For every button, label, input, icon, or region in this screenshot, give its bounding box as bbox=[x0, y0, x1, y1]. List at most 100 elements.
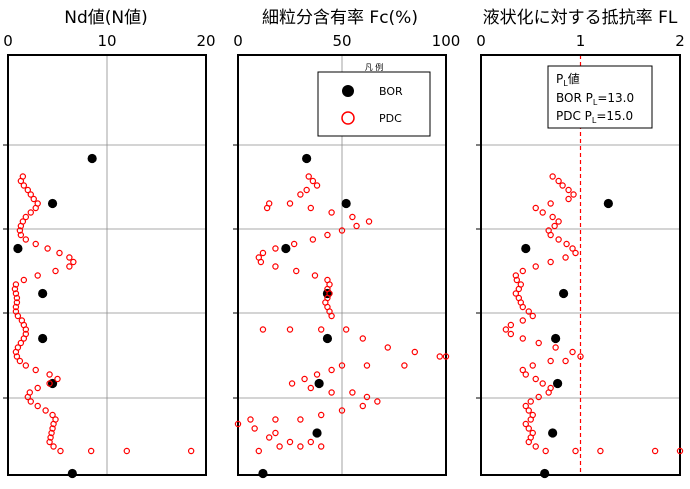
point-bor bbox=[281, 243, 291, 254]
point-bor bbox=[322, 333, 333, 344]
point-pdc bbox=[318, 326, 325, 333]
point-pdc bbox=[44, 245, 51, 252]
point-pdc bbox=[338, 227, 346, 234]
point-pdc bbox=[535, 339, 542, 347]
point-pdc bbox=[309, 236, 317, 243]
point-pdc bbox=[552, 344, 559, 351]
legend-label-bor: BOR bbox=[379, 85, 403, 98]
point-pdc bbox=[532, 263, 539, 270]
plot-frame bbox=[237, 54, 447, 476]
legend-box bbox=[317, 71, 431, 137]
point-pdc bbox=[30, 195, 37, 203]
point-pdc bbox=[251, 425, 258, 432]
point-bor bbox=[521, 243, 531, 254]
point-pdc bbox=[569, 348, 576, 356]
legend-marker-pdc bbox=[341, 111, 355, 125]
point-pdc bbox=[532, 204, 539, 212]
point-pdc bbox=[263, 204, 271, 212]
point-pdc bbox=[527, 398, 534, 405]
panel-title: Nd値(N値) bbox=[64, 8, 148, 28]
point-pdc bbox=[532, 375, 539, 383]
point-pdc bbox=[52, 267, 59, 275]
point-pdc bbox=[328, 209, 335, 216]
point-bor bbox=[67, 468, 77, 479]
point-pdc bbox=[87, 447, 95, 455]
point-pdc bbox=[255, 447, 262, 455]
point-pdc bbox=[547, 258, 554, 266]
point-pdc bbox=[66, 263, 73, 270]
point-bor bbox=[551, 333, 561, 344]
point-pdc bbox=[507, 330, 515, 338]
x-tick-label: 100 bbox=[432, 32, 461, 50]
point-pdc bbox=[572, 249, 579, 257]
point-pdc bbox=[272, 245, 279, 252]
point-pdc bbox=[301, 375, 308, 383]
panel-fl: 液状化に対する抵抗率 FL 0 1 2 PL値 BOR PL=13.0 PDC PL… bbox=[476, 8, 685, 479]
point-pdc bbox=[22, 362, 30, 369]
point-pdc bbox=[363, 393, 371, 401]
point-pdc bbox=[411, 348, 418, 356]
point-pdc bbox=[257, 258, 265, 266]
legend: 凡 例 BOR PDC bbox=[317, 62, 431, 137]
point-pdc bbox=[562, 254, 569, 261]
point-pdc bbox=[563, 240, 570, 248]
point-pdc bbox=[70, 258, 77, 266]
point-pdc bbox=[54, 375, 61, 383]
pl-title: PL値 bbox=[556, 71, 580, 88]
pl-pdc-line: PDC PL=15.0 bbox=[556, 109, 633, 125]
plot-area bbox=[11, 153, 195, 479]
point-pdc bbox=[187, 447, 195, 455]
point-pdc bbox=[525, 407, 532, 414]
point-pdc bbox=[123, 447, 131, 455]
point-pdc bbox=[542, 447, 549, 455]
point-pdc bbox=[519, 366, 526, 374]
point-pdc bbox=[34, 272, 41, 279]
point-pdc bbox=[519, 335, 526, 342]
point-pdc bbox=[529, 362, 536, 369]
point-pdc bbox=[259, 326, 267, 333]
point-pdc bbox=[49, 411, 56, 419]
pl-annotation-box bbox=[547, 65, 653, 129]
point-pdc bbox=[549, 173, 556, 180]
point-pdc bbox=[32, 240, 39, 248]
x-tick-label: 0 bbox=[3, 32, 13, 50]
point-pdc bbox=[328, 366, 335, 374]
point-pdc bbox=[272, 429, 279, 437]
point-pdc bbox=[401, 362, 408, 369]
point-bor bbox=[87, 153, 97, 164]
point-pdc bbox=[313, 182, 321, 189]
point-pdc bbox=[359, 402, 366, 410]
point-pdc bbox=[286, 200, 294, 207]
point-pdc bbox=[515, 285, 523, 293]
point-pdc bbox=[539, 209, 546, 216]
point-pdc bbox=[22, 326, 30, 333]
x-tick-label: 50 bbox=[332, 32, 351, 50]
plot-frame bbox=[480, 54, 681, 476]
point-bor bbox=[540, 468, 550, 479]
point-pdc bbox=[324, 231, 331, 239]
point-pdc bbox=[597, 447, 604, 455]
point-pdc bbox=[46, 438, 53, 446]
point-pdc bbox=[502, 326, 510, 333]
point-pdc bbox=[288, 380, 296, 387]
point-pdc bbox=[676, 447, 684, 455]
point-pdc bbox=[17, 339, 25, 347]
point-pdc bbox=[532, 443, 539, 450]
point-pdc bbox=[525, 438, 532, 446]
x-tick-label: 10 bbox=[97, 32, 116, 50]
x-tick-label: 1 bbox=[576, 32, 586, 50]
x-tick-labels: 0 1 2 bbox=[476, 32, 685, 50]
point-pdc bbox=[24, 393, 31, 401]
panel-fines-content: 細粒分含有率 Fc(%) 0 50 100 凡 例 BOR PDC bbox=[233, 8, 461, 479]
point-pdc bbox=[276, 443, 283, 450]
point-pdc bbox=[565, 195, 572, 203]
x-tick-label: 0 bbox=[233, 32, 243, 50]
point-pdc bbox=[247, 416, 254, 423]
point-pdc bbox=[545, 389, 552, 396]
point-pdc bbox=[272, 263, 279, 270]
point-pdc bbox=[20, 335, 28, 342]
point-pdc bbox=[34, 384, 41, 392]
point-pdc bbox=[297, 191, 304, 198]
x-tick-label: 0 bbox=[476, 32, 486, 50]
panel-n-value: Nd値(N値) 0 10 20 bbox=[3, 8, 216, 479]
